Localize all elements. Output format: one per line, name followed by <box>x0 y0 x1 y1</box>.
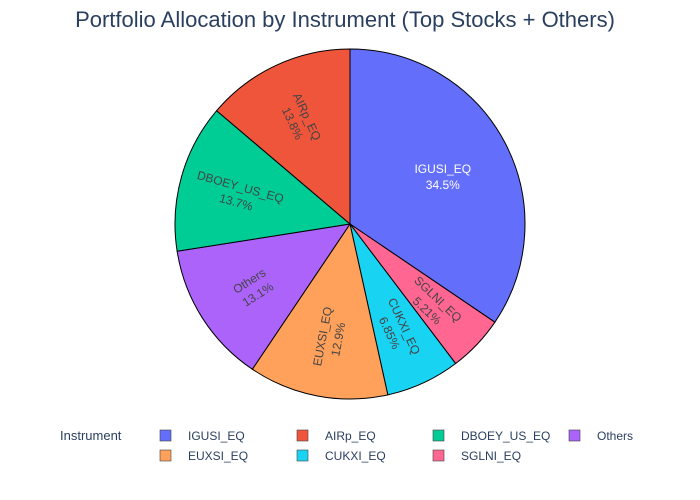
legend-swatch <box>432 429 445 442</box>
pie-slices <box>174 48 526 400</box>
slice-label-others: Others13.1% <box>230 265 276 310</box>
legend-item-others[interactable]: Others <box>568 429 633 443</box>
pie-slice-airp-eq[interactable] <box>215 48 351 226</box>
slice-label-percent: 34.5% <box>426 178 460 192</box>
legend-item-cukxi-eq[interactable]: CUKXI_EQ <box>296 449 386 463</box>
legend-swatch <box>568 429 581 442</box>
pie-slice-others[interactable] <box>176 223 352 370</box>
pie-slice-euxsi-eq[interactable] <box>251 222 389 400</box>
legend-swatch <box>296 429 309 442</box>
slice-label-name: IGUSI_EQ <box>414 162 471 176</box>
slice-label-igusi-eq: IGUSI_EQ 34.5% <box>414 162 471 192</box>
legend-label: SGLNI_EQ <box>461 449 521 463</box>
legend-label: Others <box>597 429 633 443</box>
chart-title: Portfolio Allocation by Instrument (Top … <box>75 7 615 32</box>
legend-label: DBOEY_US_EQ <box>461 429 550 443</box>
slice-label-percent: 12.9% <box>328 321 348 357</box>
legend-item-airp-eq[interactable]: AIRp_EQ <box>296 429 376 443</box>
legend-item-igusi-eq[interactable]: IGUSI_EQ <box>159 429 245 443</box>
legend-swatch <box>296 449 309 462</box>
legend-swatch <box>159 449 172 462</box>
legend-swatch <box>159 429 172 442</box>
legend-label: IGUSI_EQ <box>188 429 245 443</box>
legend-label: CUKXI_EQ <box>325 449 386 463</box>
legend-label: EUXSI_EQ <box>188 449 248 463</box>
legend-item-euxsi-eq[interactable]: EUXSI_EQ <box>159 449 248 463</box>
pie-slice-igusi-eq[interactable] <box>349 48 526 323</box>
pie-slice-dboey-us-eq[interactable] <box>174 109 352 252</box>
legend-item-dboey-us-eq[interactable]: DBOEY_US_EQ <box>432 429 550 443</box>
legend-title: Instrument <box>60 428 122 443</box>
legend: Instrument IGUSI_EQ AIRp_EQ DBOEY_US_EQ Oth… <box>60 428 633 463</box>
legend-label: AIRp_EQ <box>325 429 376 443</box>
legend-swatch <box>432 449 445 462</box>
legend-item-sglni-eq[interactable]: SGLNI_EQ <box>432 449 521 463</box>
